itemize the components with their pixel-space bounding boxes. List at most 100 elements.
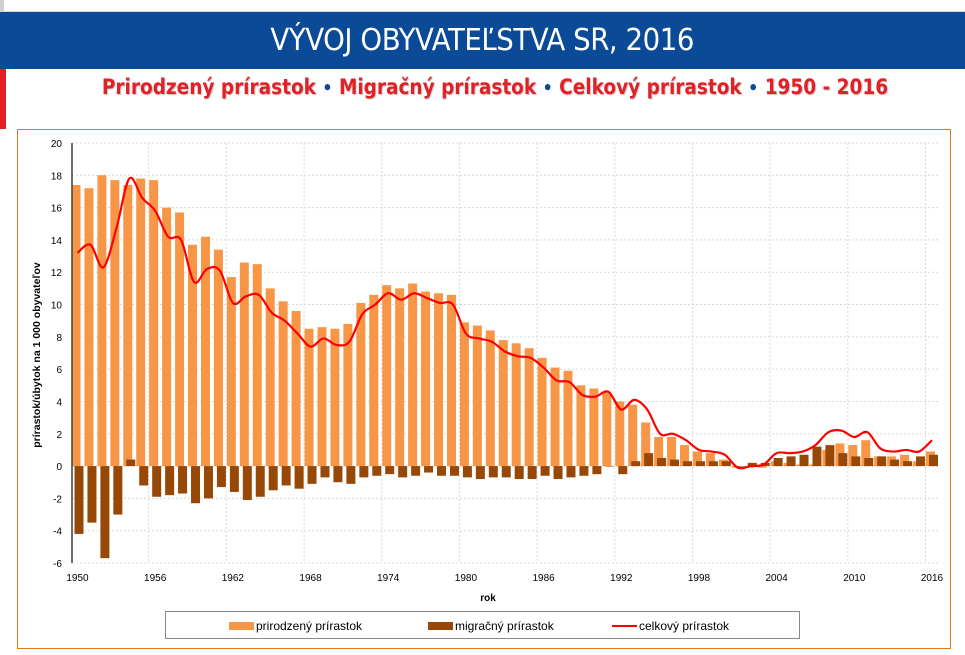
natural-bar xyxy=(434,293,444,467)
x-tick-label: 1998 xyxy=(688,573,711,584)
migration-bar xyxy=(890,459,900,467)
migration-bar xyxy=(372,466,382,476)
migration-bar xyxy=(592,466,602,475)
migration-bar xyxy=(864,458,874,467)
subtitle-years: 1950 - 2016 xyxy=(764,75,889,99)
natural-bar xyxy=(848,445,858,467)
y-tick-label: 12 xyxy=(51,268,63,279)
y-tick-label: 20 xyxy=(51,139,63,150)
natural-bar xyxy=(252,264,262,467)
migration-bar xyxy=(929,454,938,467)
y-tick-label: 6 xyxy=(56,365,62,376)
natural-bar xyxy=(84,188,94,467)
natural-bar xyxy=(511,343,521,467)
migration-bar xyxy=(683,461,693,467)
x-tick-label: 1986 xyxy=(532,573,555,584)
x-tick-labels: 1950 1956 1962 1968 1974 1980 1986 1992 1998 2004… xyxy=(66,573,943,584)
migration-bar xyxy=(359,466,369,478)
y-axis-label: prírastok/úbytok na 1 000 obyvateľov xyxy=(31,262,43,448)
migration-bar xyxy=(126,459,136,467)
subtitle-natural: Prirodzený prírastok xyxy=(101,75,316,99)
migration-bar xyxy=(449,466,459,476)
natural-bar xyxy=(343,323,353,467)
natural-bar xyxy=(576,385,586,467)
x-tick-label: 1980 xyxy=(455,573,478,584)
migration-bar xyxy=(851,456,861,467)
natural-bar xyxy=(304,328,314,467)
migration-bar xyxy=(825,445,835,467)
x-tick-label: 2010 xyxy=(843,573,866,584)
migration-bar xyxy=(773,458,783,467)
migration-bar xyxy=(385,466,395,475)
y-tick-label: 8 xyxy=(56,333,62,344)
natural-bar xyxy=(149,180,159,467)
legend-swatch-total xyxy=(612,625,637,627)
natural-bar xyxy=(861,440,871,467)
natural-bar xyxy=(175,212,185,467)
natural-bar xyxy=(602,391,612,467)
natural-bar xyxy=(291,311,301,467)
slide-edge xyxy=(0,0,4,11)
top-strip xyxy=(0,0,965,12)
y-tick-label: 14 xyxy=(51,236,63,247)
migration-bar xyxy=(462,466,472,478)
legend-item-total: celkový prírastok xyxy=(612,619,729,633)
natural-bar xyxy=(589,388,599,467)
migration-bar xyxy=(74,466,84,534)
total-increase-line xyxy=(76,176,933,470)
natural-bar xyxy=(692,451,702,467)
y-tick-label: -4 xyxy=(53,527,62,538)
natural-bar xyxy=(550,367,560,467)
natural-bar xyxy=(498,340,508,467)
natural-bar xyxy=(71,185,81,467)
migration-bar xyxy=(294,466,304,489)
migration-bar xyxy=(579,466,589,476)
natural-bar xyxy=(537,357,547,467)
natural-bar xyxy=(654,437,664,467)
legend: prirodzený prírastok migračný prírastok … xyxy=(165,611,800,639)
natural-bar xyxy=(459,322,469,467)
natural-bar xyxy=(330,328,340,467)
migration-bar xyxy=(670,459,680,467)
natural-bar xyxy=(317,327,327,467)
natural-bar xyxy=(356,302,366,467)
y-tick-label: 2 xyxy=(56,430,62,441)
natural-bar xyxy=(485,330,495,467)
natural-bar xyxy=(667,437,677,467)
x-tick-label: 1956 xyxy=(144,573,167,584)
migration-bar xyxy=(708,461,718,467)
natural-bar xyxy=(265,288,275,467)
natural-bar xyxy=(382,285,392,467)
migration-bar xyxy=(268,466,278,491)
natural-bar xyxy=(226,277,236,467)
migration-bar xyxy=(165,466,175,496)
y-tick-label: 18 xyxy=(51,171,63,182)
natural-bar xyxy=(136,178,146,467)
migration-bar xyxy=(139,466,149,486)
subtitle-separator: • xyxy=(322,78,333,99)
migration-bar xyxy=(229,466,239,492)
natural-bar xyxy=(408,283,418,467)
natural-bar xyxy=(162,207,172,467)
x-tick-label: 2004 xyxy=(766,573,789,584)
page-title: VÝVOJ OBYVATEĽSTVA SR, 2016 xyxy=(270,23,695,58)
migration-bar xyxy=(734,466,744,467)
y-tick-label: -2 xyxy=(53,494,62,505)
migration-bar xyxy=(281,466,291,486)
subtitle-migration: Migračný prírastok xyxy=(338,75,537,99)
natural-increase-bars xyxy=(71,175,935,468)
legend-item-migration: migračný prírastok xyxy=(428,619,554,633)
natural-bar xyxy=(900,454,910,467)
natural-bar xyxy=(395,288,405,467)
migration-bar xyxy=(514,466,524,479)
natural-bar xyxy=(563,370,573,467)
migration-bar xyxy=(255,466,265,497)
natural-bar xyxy=(110,180,120,467)
natural-bar xyxy=(446,294,456,467)
natural-bar xyxy=(615,401,625,467)
x-tick-label: 2016 xyxy=(921,573,944,584)
natural-bar xyxy=(200,236,210,467)
chart-frame xyxy=(17,129,951,649)
